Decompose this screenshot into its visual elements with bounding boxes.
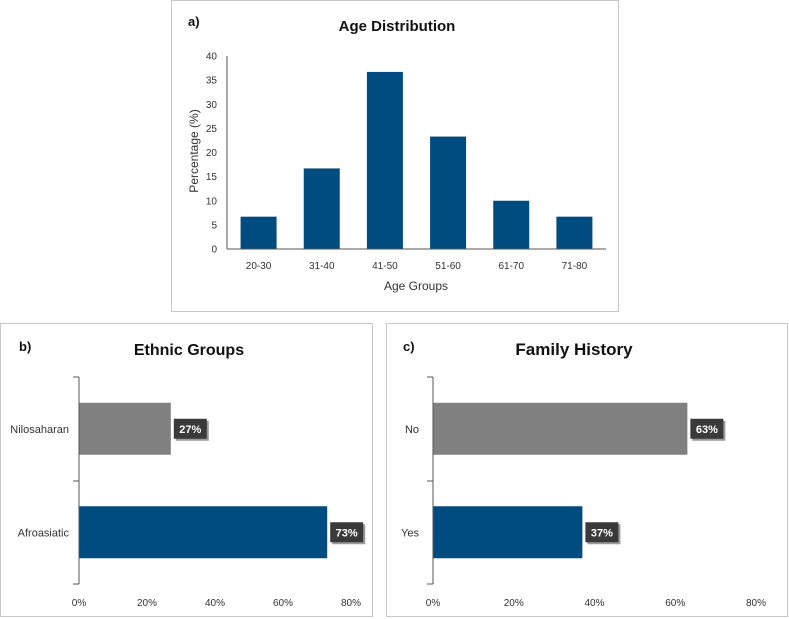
y-tick-label-a: 0: [211, 245, 217, 256]
data-label-box: [585, 522, 619, 543]
x-tick-label-a: 31-40: [309, 261, 335, 272]
x-tick-label-b: 40%: [205, 598, 225, 609]
x-tick-label-a: 41-50: [372, 261, 398, 272]
bar-afroasiatic: [79, 506, 328, 559]
family-history-panel: c) Family History 0% 20% 40% 60% 80% No Yes 6…: [386, 323, 788, 617]
y-tick-label-a: 30: [206, 100, 218, 111]
panel-label-c: c): [403, 339, 415, 354]
bar-31-40: [303, 168, 340, 249]
y-tick-label-a: 5: [211, 220, 217, 231]
age-distribution-chart: a) Age Distribution Percentage (%) Age G…: [187, 14, 606, 293]
x-tick-label-c: 0%: [426, 598, 441, 609]
x-tick-label-b: 0%: [72, 598, 87, 609]
bar-71-80: [556, 216, 593, 249]
x-tick-label-b: 60%: [273, 598, 293, 609]
category-label-nilosaharan: Nilosaharan: [10, 424, 69, 436]
ethnic-groups-panel: b) Ethnic Groups 0% 20% 40% 60% 80% Nilosaha…: [0, 323, 373, 617]
x-tick-label-a: 20-30: [246, 261, 272, 272]
x-tick-label-c: 60%: [665, 598, 685, 609]
bar-yes: [433, 506, 583, 559]
age-distribution-panel: a) Age Distribution Percentage (%) Age G…: [171, 0, 619, 312]
data-label-afroasiatic: 73%: [336, 527, 358, 539]
panel-label-a: a): [188, 14, 200, 29]
y-tick-label-a: 20: [206, 148, 218, 159]
x-tick-label-b: 20%: [137, 598, 157, 609]
chart-title-c: Family History: [515, 340, 633, 359]
y-tick-label-a: 10: [206, 196, 218, 207]
bar-nilosaharan: [79, 402, 171, 455]
panel-label-b: b): [19, 339, 31, 354]
data-label-box: [173, 418, 207, 439]
data-label-nilosaharan: 27%: [179, 424, 201, 436]
chart-title-b: Ethnic Groups: [134, 342, 244, 359]
bar-no: [433, 402, 688, 455]
data-label-yes: 37%: [591, 527, 613, 539]
category-label-yes: Yes: [401, 527, 419, 539]
family-history-chart: c) Family History 0% 20% 40% 60% 80% No Yes 6…: [401, 339, 766, 609]
data-label-box: [330, 522, 364, 543]
data-label-box: [690, 418, 724, 439]
bar-41-50: [366, 71, 403, 249]
category-label-afroasiatic: Afroasiatic: [18, 527, 70, 539]
y-tick-label-a: 40: [206, 52, 218, 63]
y-tick-label-a: 35: [206, 76, 218, 87]
chart-title-a: Age Distribution: [339, 18, 456, 35]
x-tick-label-b: 80%: [341, 598, 361, 609]
bar-61-70: [493, 200, 530, 249]
x-tick-label-c: 80%: [746, 598, 766, 609]
x-tick-label-a: 51-60: [435, 261, 461, 272]
x-tick-label-a: 61-70: [498, 261, 524, 272]
data-label-no: 63%: [696, 424, 718, 436]
y-tick-label-a: 25: [206, 124, 218, 135]
y-axis-label-a: Percentage (%): [187, 109, 201, 192]
x-axis-label-a: Age Groups: [384, 279, 448, 293]
category-label-no: No: [405, 424, 419, 436]
bar-51-60: [430, 136, 467, 249]
x-tick-label-c: 40%: [584, 598, 604, 609]
ethnic-groups-chart: b) Ethnic Groups 0% 20% 40% 60% 80% Nilosaha…: [10, 339, 366, 609]
y-tick-label-a: 15: [206, 172, 218, 183]
bar-20-30: [240, 216, 277, 249]
x-tick-label-a: 71-80: [562, 261, 588, 272]
x-tick-label-c: 20%: [504, 598, 524, 609]
